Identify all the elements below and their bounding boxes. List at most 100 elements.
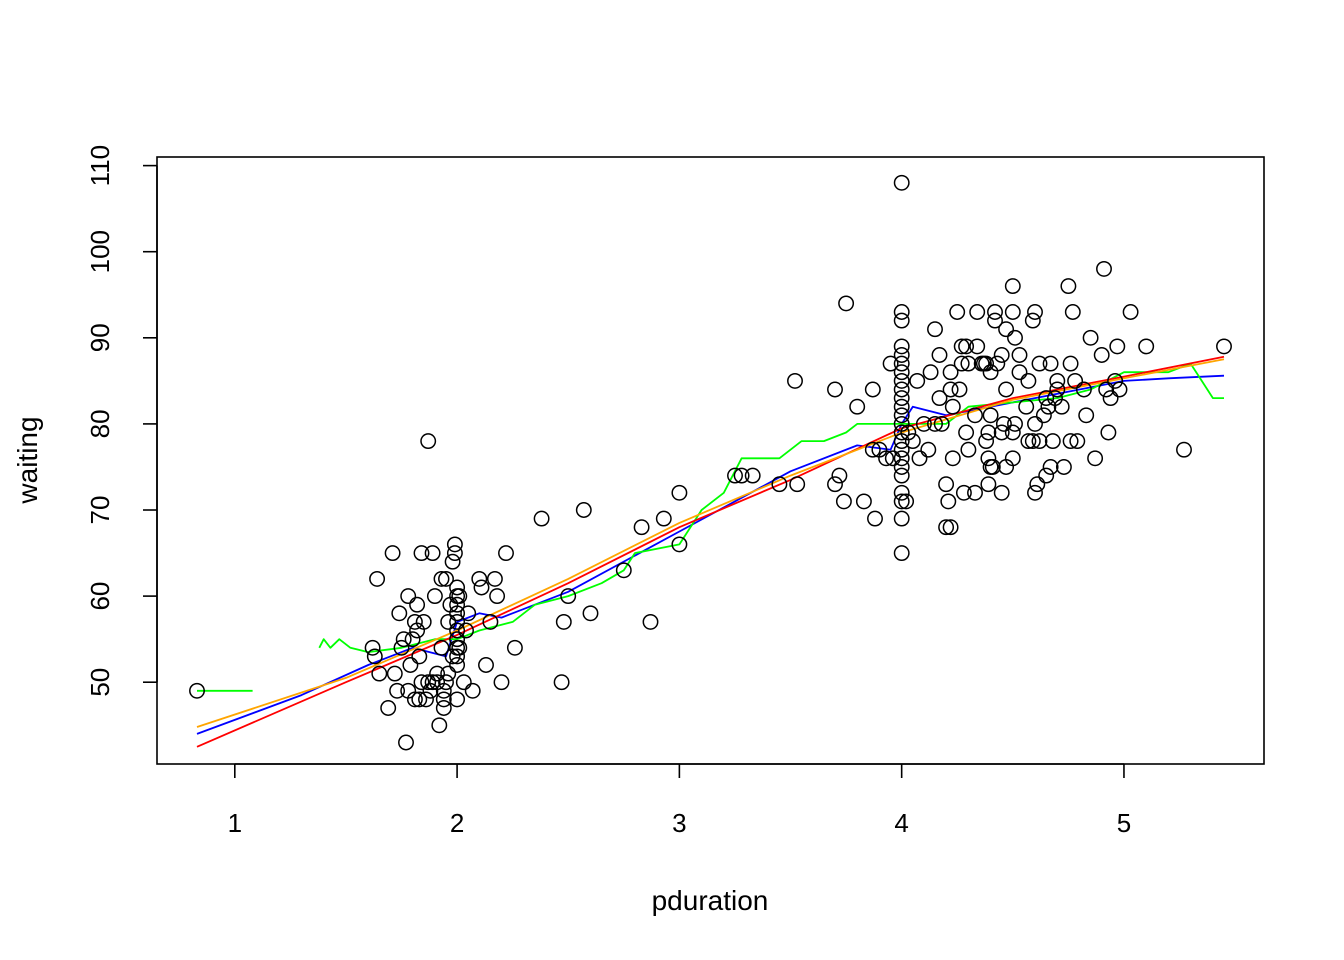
data-point <box>449 605 466 622</box>
data-point <box>424 545 441 562</box>
data-point <box>380 700 397 716</box>
data-point <box>384 545 401 562</box>
data-point <box>893 312 910 329</box>
data-point <box>893 398 910 415</box>
data-point <box>727 467 743 484</box>
data-point <box>1093 347 1110 363</box>
data-point <box>1024 312 1041 329</box>
data-point <box>671 536 688 553</box>
data-point <box>978 355 995 372</box>
data-point <box>1098 381 1115 398</box>
data-point <box>1044 433 1061 450</box>
fit-line <box>196 358 1225 728</box>
data-point <box>489 588 506 605</box>
data-point <box>938 476 955 493</box>
data-point <box>444 553 461 570</box>
data-point <box>893 304 910 320</box>
data-point <box>893 493 910 510</box>
data-point <box>920 441 937 458</box>
data-point <box>451 639 468 656</box>
data-point <box>1069 433 1086 450</box>
data-point <box>884 450 901 467</box>
data-point <box>893 467 910 484</box>
data-point <box>838 295 855 312</box>
data-point <box>1038 390 1055 407</box>
data-point <box>426 588 443 605</box>
data-point <box>1102 390 1119 407</box>
data-point <box>1075 381 1092 398</box>
data-point <box>411 648 428 665</box>
data-point <box>1082 329 1099 346</box>
data-point <box>366 648 383 665</box>
y-tick-label: 110 <box>85 145 115 186</box>
data-point <box>893 407 910 424</box>
data-point <box>893 174 910 191</box>
y-tick-label: 100 <box>85 230 115 273</box>
data-point <box>493 674 510 691</box>
data-point <box>1031 433 1048 450</box>
data-point <box>893 510 910 527</box>
data-point <box>953 338 970 355</box>
data-point <box>893 364 910 381</box>
data-point <box>1042 355 1059 372</box>
data-point <box>898 493 915 510</box>
data-point <box>560 588 577 605</box>
data-point <box>391 605 408 622</box>
data-point <box>1004 304 1021 320</box>
data-point <box>1064 304 1081 320</box>
data-point <box>364 639 381 656</box>
data-point <box>615 562 632 579</box>
data-point <box>393 639 410 656</box>
y-tick-label: 80 <box>85 409 115 438</box>
data-point <box>406 691 423 708</box>
data-point <box>744 467 761 484</box>
data-point <box>1018 398 1035 415</box>
data-point <box>1060 278 1077 295</box>
data-point <box>940 493 957 510</box>
data-point <box>1027 304 1043 320</box>
data-point <box>440 665 457 682</box>
data-point <box>1109 338 1126 355</box>
data-point <box>1216 338 1232 355</box>
data-point <box>424 674 441 691</box>
data-point <box>402 657 419 673</box>
data-point <box>435 682 452 699</box>
data-point <box>1020 372 1037 389</box>
data-point <box>969 338 986 355</box>
y-tick-label: 70 <box>85 496 115 525</box>
data-point <box>827 476 843 493</box>
data-point <box>473 579 490 596</box>
data-point <box>1062 433 1079 450</box>
data-point <box>942 519 959 536</box>
data-point <box>893 545 910 562</box>
data-point <box>395 631 412 648</box>
data-point <box>1107 372 1124 389</box>
data-point <box>867 510 883 527</box>
fit-line <box>196 374 1225 735</box>
data-point <box>787 372 803 389</box>
data-point <box>953 355 970 372</box>
fit-line <box>196 355 1225 748</box>
data-point <box>438 674 454 691</box>
data-point <box>431 717 448 734</box>
data-point <box>922 364 939 381</box>
data-point <box>642 613 659 630</box>
y-tick-label: 90 <box>85 323 115 352</box>
data-point <box>893 424 910 441</box>
data-point <box>575 502 592 518</box>
data-point <box>893 347 910 363</box>
y-axis: 50 60 70 80 90 100 110 <box>85 145 158 697</box>
data-point <box>904 433 921 450</box>
data-point <box>449 622 466 639</box>
x-tick-label: 1 <box>228 808 242 838</box>
data-point <box>420 433 437 450</box>
data-point <box>486 570 503 587</box>
data-point <box>942 381 959 398</box>
data-point <box>958 424 975 441</box>
data-point <box>967 484 983 501</box>
data-point <box>882 355 899 372</box>
data-point <box>855 493 872 510</box>
data-point <box>369 570 386 587</box>
data-point <box>989 355 1006 372</box>
data-point <box>927 321 943 338</box>
